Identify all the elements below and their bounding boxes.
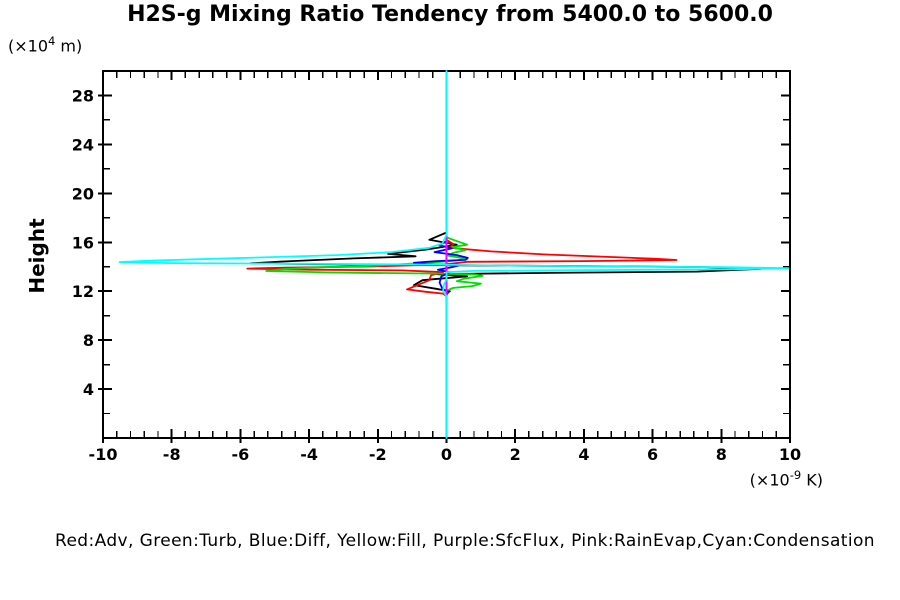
x-tick-label: -10 [89,445,118,464]
x-tick-label: -6 [232,445,250,464]
y-tick-label: 20 [72,184,94,203]
series-blue-line [412,73,469,436]
x-axis-unit: (×10-9 K) [693,468,823,489]
series-red-line [246,73,678,436]
chart-title: H2S-g Mixing Ratio Tendency from 5400.0 … [127,2,773,27]
x-tick-label: -8 [163,445,181,464]
y-axis-unit-exponent: 4 [48,34,56,48]
series-green-line [265,73,484,436]
x-tick-label: 4 [578,445,589,464]
x-tick-label: 2 [510,445,521,464]
y-axis-ticks: 4 8 12 16 20 24 28 [72,70,790,415]
y-axis-unit: (×104 m) [8,34,82,55]
x-axis-unit-exponent: -9 [789,468,802,482]
x-axis-unit-base: (×10 [749,470,790,490]
legend-text: Red:Adv, Green:Turb, Blue:Diff, Yellow:F… [55,531,875,551]
y-tick-label: 12 [72,282,94,301]
y-tick-label: 24 [72,135,94,154]
y-tick-label: 28 [72,86,94,105]
y-axis-unit-rest: m) [55,36,83,56]
x-tick-label: 10 [779,445,801,464]
series-lines [118,70,790,439]
y-axis-unit-base: (×10 [8,36,49,56]
x-axis-unit-rest: K) [801,470,823,490]
x-axis-ticks: -10 -8 -6 -4 -2 0 2 4 6 8 10 [89,71,801,464]
series-cyan-line [118,70,790,439]
x-tick-label: -4 [300,445,318,464]
x-tick-label: -2 [369,445,387,464]
y-tick-label: 4 [83,380,94,399]
y-tick-label: 8 [83,331,94,350]
y-tick-label: 16 [72,233,94,252]
x-tick-label: 0 [441,445,452,464]
x-tick-label: 8 [716,445,727,464]
x-tick-label: 6 [647,445,658,464]
